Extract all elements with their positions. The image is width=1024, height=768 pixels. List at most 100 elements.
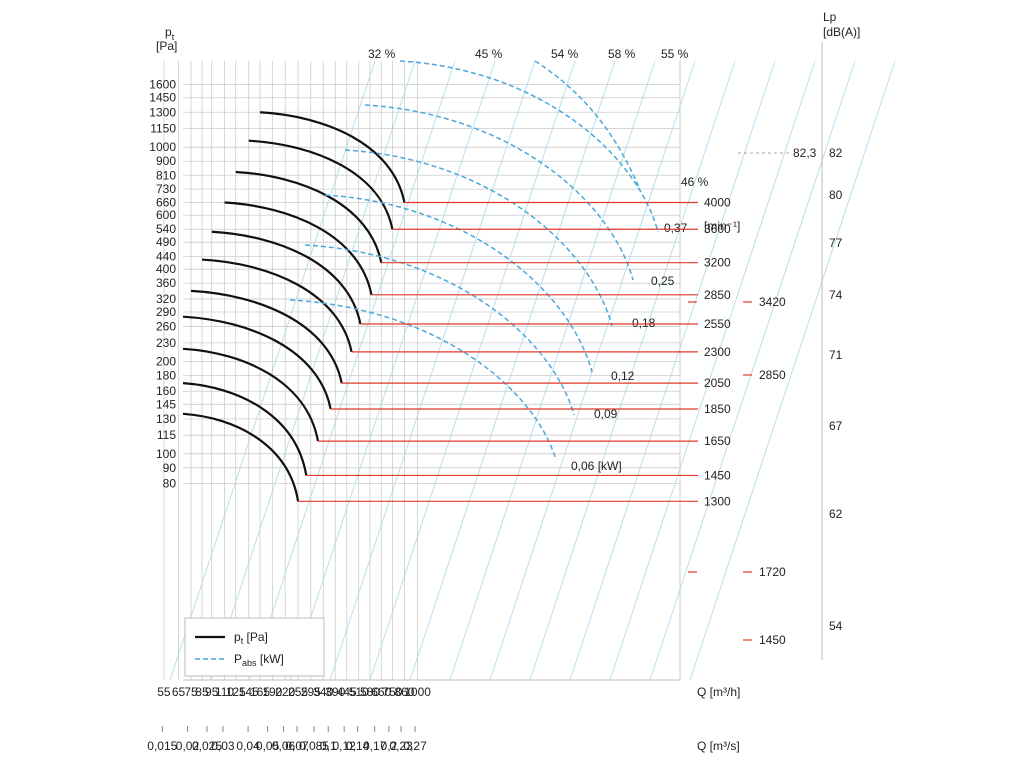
rpm-label: 2300 — [704, 345, 731, 359]
x-tick-label-m3s: 0,02 — [176, 739, 200, 753]
pressure-curves — [182, 111, 406, 502]
y-tick-label: 400 — [156, 262, 176, 276]
pressure-curve — [182, 412, 300, 502]
lp-tick-label: 80 — [829, 188, 843, 202]
rpm-markers: 4000 3600 3200 2850 2550 2300 2050 1850 1650 1450… — [298, 196, 786, 647]
power-curve-label: 0,25 — [651, 274, 675, 288]
side-rpm-label: 1450 — [759, 633, 786, 647]
rpm-label: 4000 — [704, 196, 731, 210]
y-tick-label: 115 — [157, 428, 176, 442]
x-tick-label-m3h: 55 — [157, 685, 171, 699]
x-tick-label-m3s: 0,1 — [320, 739, 337, 753]
system-line — [529, 60, 736, 681]
x-tick-label-m3s: 0,27 — [403, 739, 427, 753]
x-tick-label-m3s: 0,23 — [389, 739, 413, 753]
system-line — [329, 60, 536, 681]
eff-label-5: 55 % — [661, 47, 689, 61]
y-tick-label: 1000 — [149, 140, 176, 154]
rpm-label: 1650 — [704, 434, 731, 448]
x-tick-label-m3h: 445 — [337, 685, 357, 699]
y-tick-label: 440 — [156, 250, 176, 264]
x-tick-label-m3h: 1000 — [404, 685, 431, 699]
system-line — [609, 60, 816, 681]
system-line — [489, 60, 696, 681]
lp-tick-label: 54 — [829, 619, 843, 633]
lp-tick-label: 71 — [829, 348, 843, 362]
x-tick-label-m3s: 0,17 — [363, 739, 387, 753]
lp-tick-label: 74 — [829, 288, 843, 302]
x-tick-label-m3h: 145 — [239, 685, 259, 699]
power-curves: 0,37 0,25 0,18 0,12 0,09 0,06 [kW] — [289, 60, 688, 473]
y-tick-label: 810 — [156, 168, 176, 182]
x-tick-label-m3h: 390 — [325, 685, 345, 699]
x-tick-label-m3s: 0,12 — [333, 739, 357, 753]
rpm-label: 2050 — [704, 376, 731, 390]
x-tick-label-m3s: 0,04 — [236, 739, 260, 753]
x-axis-m3h-ticks: 55 65 758595110125145165190220255295340390… — [157, 685, 431, 699]
x-tick-label-m3h: 110 — [215, 685, 234, 699]
x-tick-label-m3h: 295 — [301, 685, 321, 699]
rpm-label: 2850 — [704, 288, 731, 302]
x-tick-label-m3h: 220 — [275, 685, 295, 699]
side-rpm-label: 3420 — [759, 295, 786, 309]
y-tick-label: 90 — [163, 461, 177, 475]
x-tick-label-m3h: 190 — [262, 685, 282, 699]
x-tick-label-m3h: 125 — [226, 685, 246, 699]
system-line — [289, 60, 496, 681]
x-tick-label-m3h: 85 — [195, 685, 209, 699]
y-tick-label: 145 — [156, 397, 176, 411]
y-tick-label: 600 — [156, 208, 176, 222]
power-curve-extra — [534, 60, 641, 191]
x-tick-label-m3h: 75 — [184, 685, 198, 699]
x-tick-label-m3h: 340 — [313, 685, 333, 699]
power-curve-label: 0,09 — [594, 407, 618, 421]
y-tick-label: 900 — [156, 154, 176, 168]
system-line — [689, 60, 896, 681]
pressure-curve — [224, 201, 373, 296]
efficiency-lines — [169, 60, 896, 681]
side-rpm-label: 2850 — [759, 368, 786, 382]
pressure-curve — [182, 347, 320, 442]
y-tick-label: 290 — [156, 305, 176, 319]
legend-label-pabs: Pabs [kW] — [234, 652, 284, 668]
power-curve-label: 0,12 — [611, 369, 635, 383]
legend-box — [184, 617, 325, 677]
eff-label-3: 54 % — [551, 47, 579, 61]
y-tick-label: 730 — [156, 182, 176, 196]
eff-label-1: 32 % — [368, 47, 396, 61]
power-curve — [289, 299, 557, 461]
power-curve-label: 0,06 [kW] — [571, 459, 622, 473]
y-tick-label: 80 — [163, 477, 177, 491]
x-tick-label-m3s: 0,2 — [381, 739, 398, 753]
x-tick-label-m3s: 0,14 — [346, 739, 370, 753]
y-tick-label: 130 — [156, 412, 176, 426]
pressure-curve — [235, 170, 383, 263]
y-tick-label: 100 — [156, 447, 176, 461]
power-curve — [324, 194, 593, 373]
y-tick-label: 160 — [156, 384, 176, 398]
pressure-curve — [182, 315, 332, 410]
y-tick-label: 360 — [156, 276, 176, 290]
y-tick-label: 540 — [156, 222, 176, 236]
pressure-curve — [211, 230, 362, 325]
lp-axis-ticks: 82 80 77 74 71 67 62 54 — [829, 146, 843, 633]
system-line — [369, 60, 576, 681]
system-line — [409, 60, 616, 681]
y-axis-unit: [Pa] — [156, 39, 177, 53]
y-tick-label: 1300 — [149, 105, 176, 119]
x-tick-label-m3s: 0,015 — [147, 739, 177, 753]
power-curve-label: 0,37 — [664, 221, 688, 235]
x-tick-label-m3h: 95 — [205, 685, 219, 699]
lp-tick-label: 62 — [829, 507, 843, 521]
y-tick-label: 180 — [156, 369, 176, 383]
eff-label-2: 45 % — [475, 47, 503, 61]
power-curve-label: 0,18 — [632, 316, 656, 330]
lp-tick-label: 67 — [829, 419, 843, 433]
power-curve — [304, 244, 575, 416]
x-tick-label-m3s: 0,07 — [285, 739, 309, 753]
x-tick-label-m3s: 0,085 — [299, 739, 329, 753]
power-curve — [364, 104, 634, 281]
